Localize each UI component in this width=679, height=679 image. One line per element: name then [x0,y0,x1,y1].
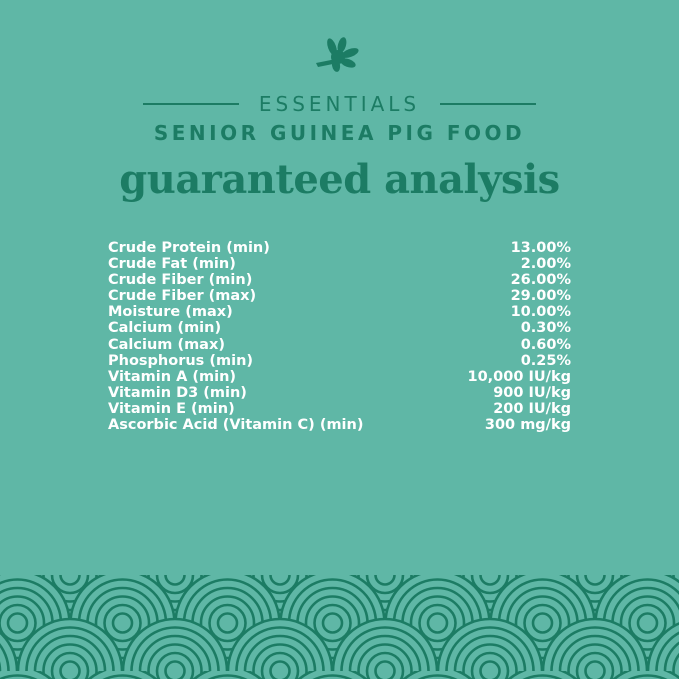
analysis-row: Crude Fiber (min) 26.00% [108,272,571,288]
nutrient-label: Vitamin A (min) [108,368,237,385]
nutrient-label: Moisture (max) [108,304,233,321]
leaf-icon [316,37,359,72]
analysis-row: Crude Fat (min) 2.00% [108,256,571,272]
nutrient-value: 26.00% [510,272,571,289]
divider-left [142,103,239,105]
nutrient-value: 29.00% [510,288,571,305]
brand-name: ESSENTIALS [258,92,421,116]
brand-row: ESSENTIALS [0,92,679,116]
nutrient-value: 200 IU/kg [493,400,571,417]
nutrient-label: Vitamin E (min) [108,400,235,417]
nutrient-label: Vitamin D3 (min) [108,384,247,401]
wave-pattern-fill [0,575,679,679]
nutrient-label: Calcium (min) [108,320,222,337]
nutrient-label: Phosphorus (min) [108,352,254,369]
analysis-row: Phosphorus (min) 0.25% [108,353,571,369]
page-title: guaranteed analysis [119,156,560,203]
analysis-row: Ascorbic Acid (Vitamin C) (min) 300 mg/kg [108,417,571,433]
nutrient-label: Calcium (max) [108,336,225,353]
analysis-row: Vitamin A (min) 10,000 IU/kg [108,369,571,385]
nutrient-value: 2.00% [520,256,571,273]
nutrient-label: Crude Protein (min) [108,240,270,256]
nutrient-value: 0.25% [520,352,571,369]
analysis-row: Moisture (max) 10.00% [108,304,571,320]
analysis-row: Calcium (max) 0.60% [108,337,571,353]
nutrient-value: 0.60% [520,336,571,353]
analysis-row: Crude Fiber (max) 29.00% [108,288,571,304]
nutrient-value: 10,000 IU/kg [467,368,572,385]
nutrient-value: 10.00% [510,304,571,321]
nutrient-label: Crude Fat (min) [108,256,236,273]
analysis-table: Crude Protein (min) 13.00% Crude Fat (min)… [108,240,571,433]
nutrient-label: Crude Fiber (max) [108,288,257,305]
nutrient-value: 900 IU/kg [493,384,571,401]
product-name: SENIOR GUINEA PIG FOOD [153,121,526,145]
wave-pattern [0,575,679,679]
nutrient-value: 0.30% [520,320,571,337]
analysis-row: Crude Protein (min) 13.00% [108,240,571,256]
analysis-row: Calcium (min) 0.30% [108,320,571,336]
nutrient-label: Crude Fiber (min) [108,272,253,289]
nutrient-value: 300 mg/kg [484,417,571,434]
analysis-row: Vitamin D3 (min) 900 IU/kg [108,385,571,401]
analysis-row: Vitamin E (min) 200 IU/kg [108,401,571,417]
nutrient-value: 13.00% [510,240,571,256]
nutrient-label: Ascorbic Acid (Vitamin C) (min) [108,417,364,434]
divider-right [440,103,537,105]
